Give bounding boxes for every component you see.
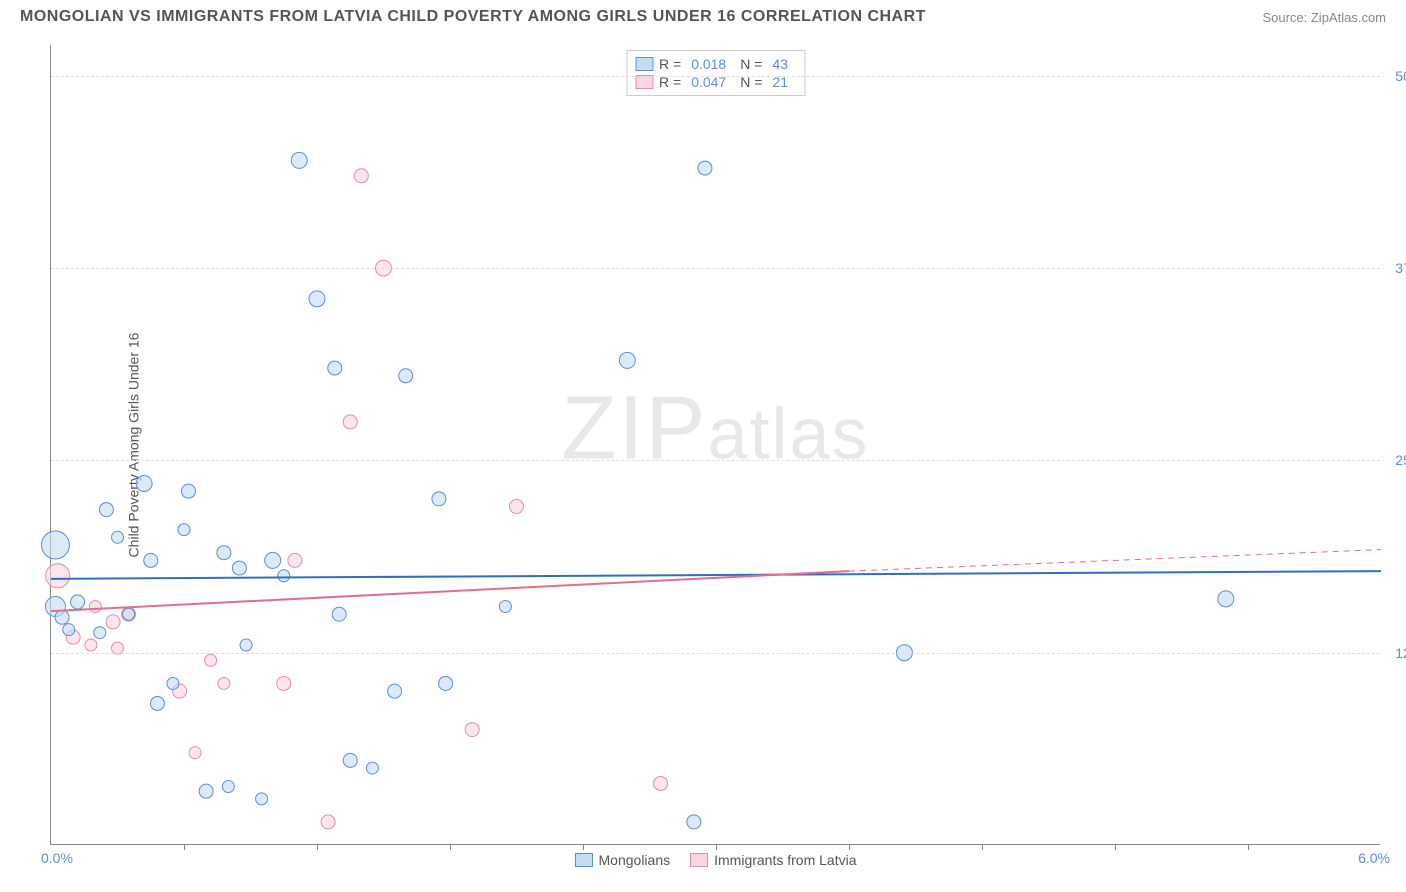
x-tick [184, 844, 185, 850]
data-point [178, 524, 190, 536]
data-point [189, 747, 201, 759]
data-point [85, 639, 97, 651]
data-point [465, 723, 479, 737]
x-tick [317, 844, 318, 850]
data-point [1218, 591, 1234, 607]
data-point [288, 553, 302, 567]
data-point [240, 639, 252, 651]
data-point [123, 608, 135, 620]
data-point [291, 152, 307, 168]
data-point [41, 531, 69, 559]
data-point [71, 595, 85, 609]
x-tick [583, 844, 584, 850]
chart-area: Child Poverty Among Girls Under 16 ZIPat… [50, 45, 1380, 845]
gridline [51, 653, 1380, 654]
gridline [51, 76, 1380, 77]
data-point [181, 484, 195, 498]
data-point [232, 561, 246, 575]
data-point [218, 677, 230, 689]
x-tick [1115, 844, 1116, 850]
data-point [510, 500, 524, 514]
data-point [167, 677, 179, 689]
data-point [499, 601, 511, 613]
data-point [222, 781, 234, 793]
data-point [354, 169, 368, 183]
data-point [343, 753, 357, 767]
x-tick [849, 844, 850, 850]
r-value-blue: 0.018 [691, 56, 726, 72]
x-tick [716, 844, 717, 850]
data-point [439, 676, 453, 690]
gridline [51, 268, 1380, 269]
stats-row-blue: R = 0.018 N = 43 [635, 55, 796, 73]
y-tick-label: 25.0% [1395, 452, 1406, 468]
r-label: R = [659, 56, 681, 72]
data-point [199, 784, 213, 798]
data-point [46, 564, 70, 588]
data-point [106, 615, 120, 629]
data-point [136, 475, 152, 491]
swatch-pink-icon [635, 75, 653, 89]
y-tick-label: 12.5% [1395, 645, 1406, 661]
legend-item-pink: Immigrants from Latvia [690, 852, 856, 868]
source-label: Source: ZipAtlas.com [1262, 10, 1386, 25]
data-point [698, 161, 712, 175]
swatch-pink-icon [690, 853, 708, 867]
data-point [321, 815, 335, 829]
data-point [366, 762, 378, 774]
data-point [328, 361, 342, 375]
data-point [55, 610, 69, 624]
x-tick [1248, 844, 1249, 850]
data-point [150, 696, 164, 710]
x-tick [450, 844, 451, 850]
data-point [654, 776, 668, 790]
data-point [687, 815, 701, 829]
data-point [332, 607, 346, 621]
data-point [619, 352, 635, 368]
chart-title: MONGOLIAN VS IMMIGRANTS FROM LATVIA CHIL… [20, 8, 926, 26]
data-point [205, 654, 217, 666]
data-point [277, 676, 291, 690]
y-tick-label: 50.0% [1395, 68, 1406, 84]
swatch-blue-icon [635, 57, 653, 71]
data-point [278, 570, 290, 582]
legend-label-blue: Mongolians [599, 852, 671, 868]
data-point [432, 492, 446, 506]
y-tick-label: 37.5% [1395, 260, 1406, 276]
x-tick [982, 844, 983, 850]
swatch-blue-icon [575, 853, 593, 867]
scatter-plot [51, 45, 1380, 844]
data-point [343, 415, 357, 429]
data-point [99, 503, 113, 517]
data-point [63, 624, 75, 636]
legend-item-blue: Mongolians [575, 852, 671, 868]
data-point [217, 546, 231, 560]
data-point [256, 793, 268, 805]
data-point [112, 531, 124, 543]
x-max-label: 6.0% [1358, 850, 1390, 866]
data-point [94, 627, 106, 639]
data-point [399, 369, 413, 383]
stats-legend: R = 0.018 N = 43 R = 0.047 N = 21 [626, 50, 805, 96]
gridline [51, 460, 1380, 461]
data-point [265, 552, 281, 568]
data-point [89, 601, 101, 613]
n-label: N = [740, 56, 762, 72]
data-point [144, 553, 158, 567]
data-point [309, 291, 325, 307]
legend-label-pink: Immigrants from Latvia [714, 852, 856, 868]
trend-line [849, 550, 1381, 572]
data-point [388, 684, 402, 698]
x-min-label: 0.0% [41, 850, 73, 866]
series-legend: Mongolians Immigrants from Latvia [575, 852, 857, 868]
n-value-blue: 43 [772, 56, 788, 72]
